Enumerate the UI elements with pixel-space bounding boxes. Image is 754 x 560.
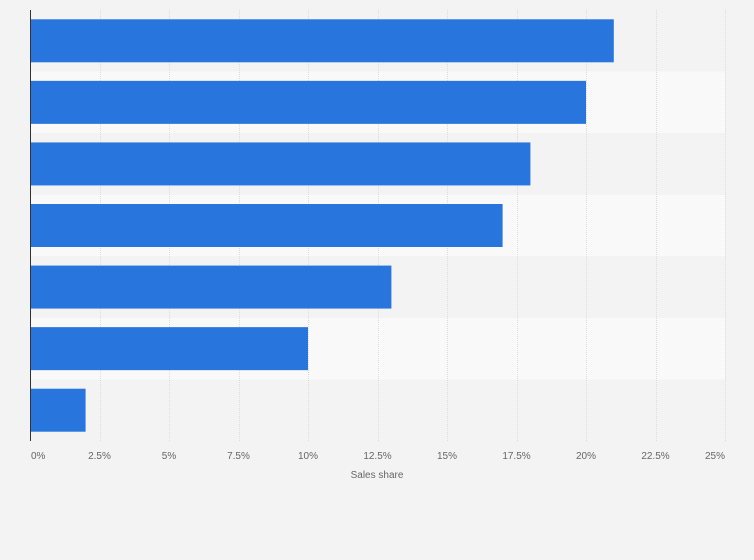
x-tick-label: 2.5% (88, 451, 111, 462)
bars (30, 19, 614, 432)
x-tick-label: 5% (162, 451, 177, 462)
bar (30, 327, 308, 371)
x-axis-title: Sales share (351, 470, 404, 481)
bar (30, 80, 586, 124)
bar (30, 142, 531, 186)
x-tick-label: 22.5% (641, 451, 669, 462)
x-tick-label: 20% (576, 451, 596, 462)
bar (30, 265, 392, 309)
x-tick-label: 10% (298, 451, 318, 462)
bar (30, 388, 86, 432)
x-tick-label: 25% (705, 451, 725, 462)
x-tick-label: 0% (31, 451, 46, 462)
x-tick-label: 17.5% (502, 451, 530, 462)
x-tick-label: 15% (437, 451, 457, 462)
bar (30, 204, 503, 247)
x-tick-labels: 0% 2.5% 5% 7.5% 10% 12.5% 15% 17.5% 20% 22.5% 25% (31, 451, 725, 462)
row-band (30, 379, 725, 441)
bar (30, 19, 614, 63)
x-tick-label: 7.5% (227, 451, 250, 462)
x-tick-label: 12.5% (363, 451, 391, 462)
